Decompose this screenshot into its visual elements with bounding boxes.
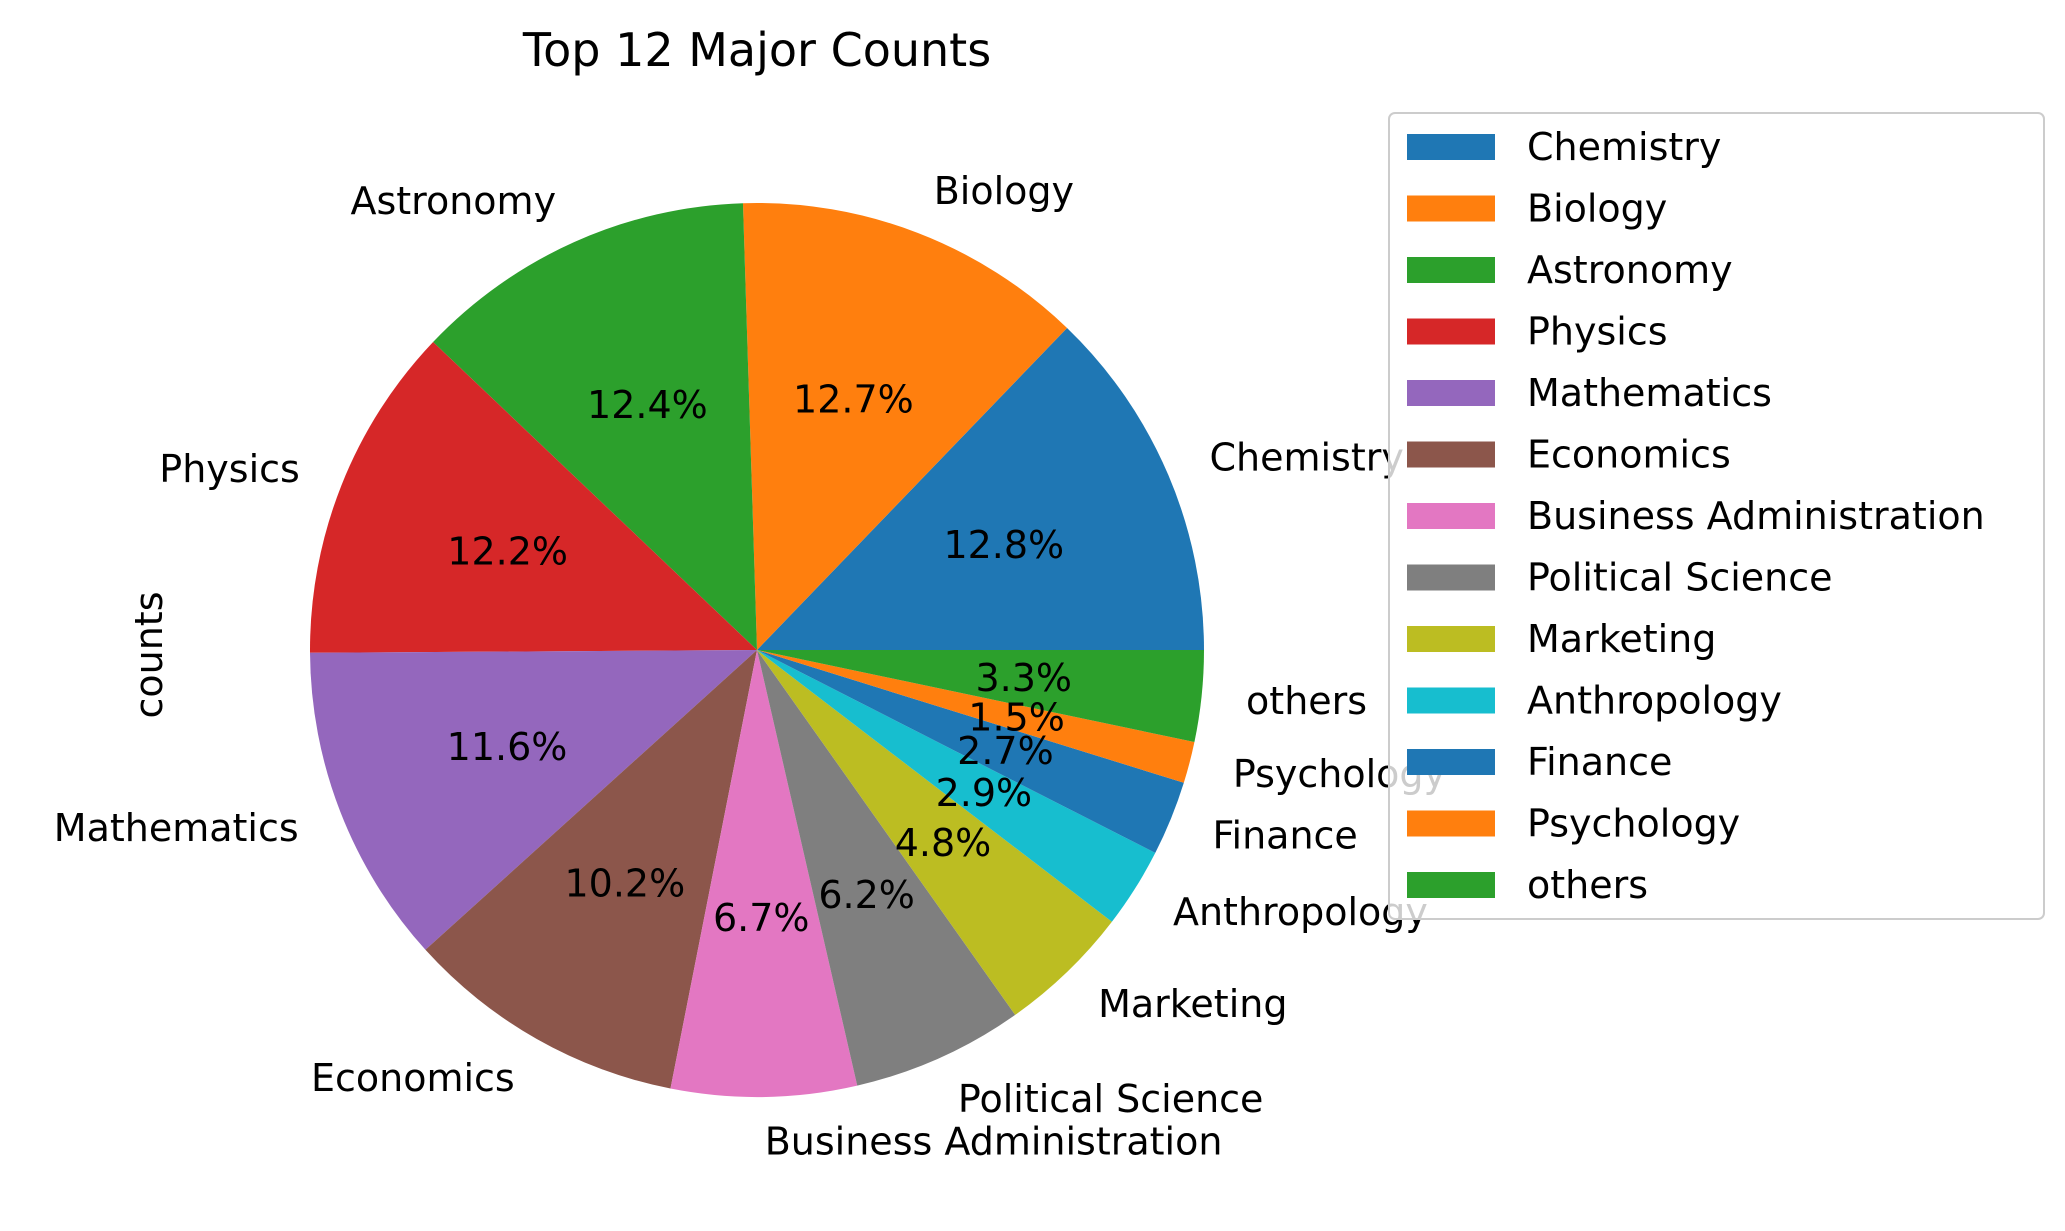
pie-slices bbox=[310, 203, 1204, 1097]
legend-label-mathematics: Mathematics bbox=[1527, 371, 1772, 415]
pie-slice-mathematics bbox=[310, 650, 757, 950]
legend-items: Chemistry Biology Astronomy Physics Mathemat… bbox=[1407, 125, 1985, 907]
legend-swatch-biology bbox=[1407, 195, 1495, 222]
pie-slice-anthropology bbox=[757, 650, 1156, 922]
legend-swatch-business-administration bbox=[1407, 503, 1495, 529]
percent-label-finance: 2.7% bbox=[957, 729, 1054, 773]
percent-label-biology: 12.7% bbox=[793, 378, 914, 422]
pie-slice-physics bbox=[310, 341, 757, 653]
legend-swatch-others bbox=[1407, 872, 1495, 898]
legend-swatch-chemistry bbox=[1407, 134, 1495, 160]
legend-label-economics: Economics bbox=[1527, 433, 1731, 477]
legend-label-anthropology: Anthropology bbox=[1527, 679, 1782, 723]
pie-slice-psychology bbox=[757, 650, 1195, 783]
slice-label-physics: Physics bbox=[159, 447, 300, 491]
slice-label-anthropology: Anthropology bbox=[1173, 890, 1428, 934]
slice-label-economics: Economics bbox=[311, 1056, 515, 1100]
legend-swatch-finance bbox=[1407, 749, 1495, 775]
legend-label-finance: Finance bbox=[1527, 740, 1672, 784]
pie-slice-others bbox=[757, 650, 1204, 743]
percent-label-chemistry: 12.8% bbox=[943, 523, 1064, 567]
slice-label-astronomy: Astronomy bbox=[350, 179, 556, 223]
legend-swatch-physics bbox=[1407, 318, 1495, 345]
pie-slice-economics bbox=[425, 650, 757, 1089]
legend-label-biology: Biology bbox=[1527, 187, 1667, 231]
pie-slice-biology bbox=[742, 203, 1068, 651]
slice-label-biology: Biology bbox=[934, 169, 1074, 213]
legend-swatch-anthropology bbox=[1407, 687, 1495, 714]
legend-label-marketing: Marketing bbox=[1527, 617, 1716, 661]
percent-label-physics: 12.2% bbox=[447, 529, 568, 573]
pie-slice-astronomy bbox=[433, 203, 757, 650]
legend-label-physics: Physics bbox=[1527, 310, 1668, 354]
percent-label-psychology: 1.5% bbox=[968, 696, 1065, 740]
slice-label-others: others bbox=[1246, 679, 1367, 723]
legend-swatch-political-science bbox=[1407, 564, 1495, 591]
legend-swatch-economics bbox=[1407, 441, 1495, 468]
slice-label-business-administration: Business Administration bbox=[765, 1120, 1223, 1164]
pie-slice-political-science bbox=[757, 650, 1016, 1086]
slice-label-chemistry: Chemistry bbox=[1209, 436, 1403, 480]
percent-label-anthropology: 2.9% bbox=[936, 771, 1033, 815]
pie-slice-chemistry bbox=[757, 328, 1204, 650]
legend: Chemistry Biology Astronomy Physics Mathemat… bbox=[1388, 112, 2045, 920]
legend-label-others: others bbox=[1527, 863, 1648, 907]
percent-labels: 12.8% 12.7% 12.4% 12.2% 11.6% 10.2% 6.7%6.2% 4.… bbox=[447, 378, 1072, 940]
percent-label-astronomy: 12.4% bbox=[587, 383, 708, 427]
slice-label-marketing: Marketing bbox=[1098, 982, 1287, 1026]
chart-title: Top 12 Major Counts bbox=[522, 23, 991, 77]
legend-label-business-administration: Business Administration bbox=[1527, 494, 1985, 538]
y-axis-label: counts bbox=[127, 591, 171, 718]
legend-swatch-marketing bbox=[1407, 626, 1495, 652]
slice-label-political-science: Political Science bbox=[958, 1077, 1264, 1121]
percent-label-political-science: 6.2% bbox=[818, 873, 915, 917]
legend-box bbox=[1388, 112, 2045, 920]
legend-swatch-astronomy bbox=[1407, 257, 1495, 283]
legend-label-psychology: Psychology bbox=[1527, 802, 1740, 846]
legend-label-political-science: Political Science bbox=[1527, 556, 1833, 600]
pie-slice-marketing bbox=[757, 650, 1112, 1015]
percent-label-mathematics: 11.6% bbox=[447, 725, 568, 769]
pie-slice-business-administration bbox=[670, 650, 858, 1097]
percent-label-marketing: 4.8% bbox=[895, 821, 992, 865]
legend-swatch-mathematics bbox=[1407, 380, 1495, 406]
slice-label-finance: Finance bbox=[1212, 813, 1357, 857]
slice-label-mathematics: Mathematics bbox=[54, 806, 299, 850]
percent-label-business-administration: 6.7% bbox=[713, 896, 810, 940]
percent-label-economics: 10.2% bbox=[564, 861, 685, 905]
pie-slice-finance bbox=[757, 650, 1184, 853]
percent-label-others: 3.3% bbox=[975, 656, 1072, 700]
legend-label-chemistry: Chemistry bbox=[1527, 125, 1721, 169]
legend-swatch-psychology bbox=[1407, 810, 1495, 837]
legend-label-astronomy: Astronomy bbox=[1527, 248, 1733, 292]
